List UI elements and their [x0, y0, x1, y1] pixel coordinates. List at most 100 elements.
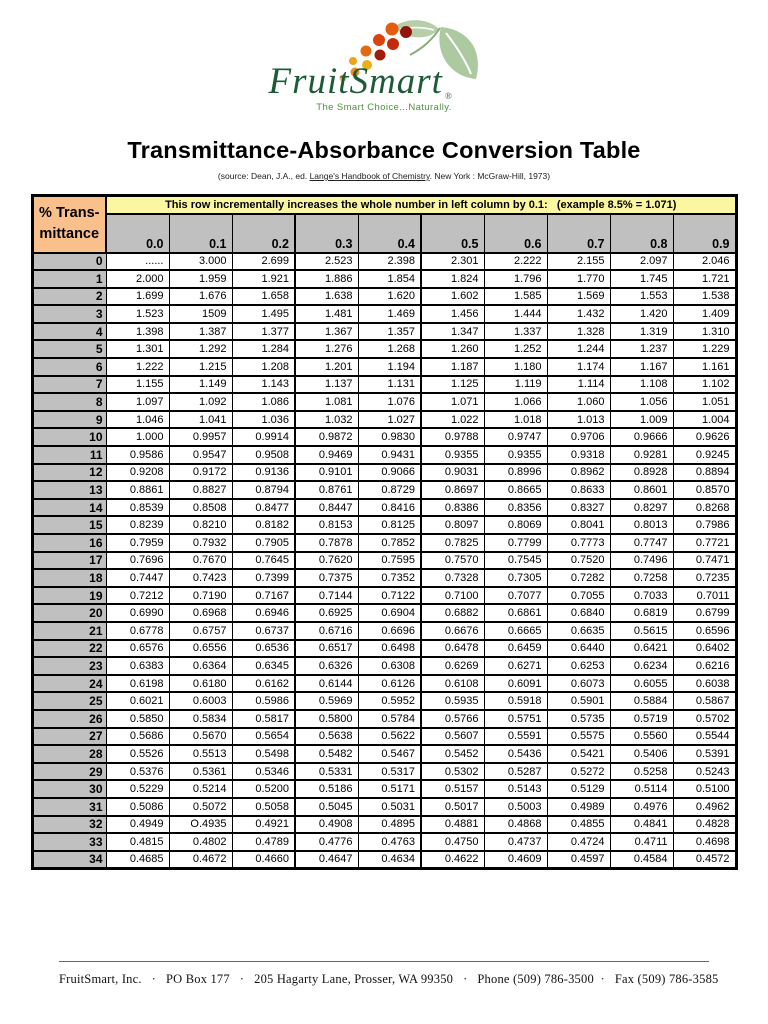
column-header: 0.8 — [609, 212, 674, 254]
absorbance-cell: 0.4763 — [357, 832, 422, 852]
absorbance-cell: 0.4711 — [609, 832, 674, 852]
absorbance-cell: 0.5986 — [231, 691, 296, 711]
absorbance-cell: 0.4622 — [420, 849, 485, 870]
absorbance-cell: 0.7471 — [672, 550, 737, 571]
absorbance-cell: 0.6635 — [546, 620, 611, 641]
absorbance-cell: 0.5918 — [483, 691, 548, 711]
row-header-transmittance: 6 — [31, 357, 107, 377]
absorbance-cell: 1.143 — [231, 374, 296, 395]
absorbance-cell: 0.7100 — [420, 585, 485, 606]
absorbance-cell: 1.119 — [483, 374, 548, 395]
absorbance-cell: 0.7721 — [672, 533, 737, 553]
absorbance-cell: 0.5560 — [609, 726, 674, 747]
absorbance-cell: 1.222 — [105, 357, 170, 377]
row-header-transmittance: 2 — [31, 286, 107, 307]
row-header-transmittance: 1 — [31, 269, 107, 289]
column-header: 0.5 — [420, 212, 485, 254]
table-row: 0...... 3.000 2.699 2.523 2.398 2.301 2.222 2.1… — [31, 251, 737, 272]
absorbance-cell: 2.222 — [483, 251, 548, 272]
absorbance-cell: 0.7077 — [483, 585, 548, 606]
absorbance-cell: 0.8539 — [105, 497, 170, 518]
absorbance-cell: 1.481 — [294, 304, 359, 324]
page-title: Transmittance-Absorbance Conversion Tabl… — [127, 137, 641, 163]
absorbance-cell: 1.051 — [672, 392, 737, 412]
absorbance-cell: 0.5436 — [483, 744, 548, 764]
absorbance-cell: 1.167 — [609, 357, 674, 377]
absorbance-cell: 0.6144 — [294, 673, 359, 694]
absorbance-cell: 1.585 — [483, 286, 548, 307]
absorbance-cell: 0.5935 — [420, 691, 485, 711]
absorbance-cell: 0.5702 — [672, 708, 737, 729]
absorbance-cell: 1.538 — [672, 286, 737, 307]
absorbance-cell: 0.7212 — [105, 585, 170, 606]
absorbance-cell: 0.8861 — [105, 480, 170, 500]
row-header-transmittance: 26 — [31, 708, 107, 729]
absorbance-cell: 0.7399 — [231, 568, 296, 588]
absorbance-cell: 0.5638 — [294, 726, 359, 747]
absorbance-cell: 1.092 — [168, 392, 233, 412]
table-row: 34 0.4685 0.4672 0.4660 0.4647 0.4634 0.4622 0.… — [31, 849, 737, 870]
absorbance-cell: 2.155 — [546, 251, 611, 272]
column-header: 0.2 — [231, 212, 296, 254]
absorbance-cell: 1.244 — [546, 339, 611, 360]
absorbance-cell: 0.8182 — [231, 515, 296, 535]
absorbance-cell: 0.6556 — [168, 638, 233, 659]
table-row: 15 0.8239 0.8210 0.8182 0.8153 0.8125 0.8097 0.… — [31, 515, 737, 535]
absorbance-cell: 0.8239 — [105, 515, 170, 535]
table-row: 13 0.8861 0.8827 0.8794 0.8761 0.8729 0.8697 0.… — [31, 480, 737, 500]
table-row: 7 1.155 1.149 1.143 1.137 1.131 1.125 1.119 1.11… — [31, 374, 737, 395]
table-row: 19 0.7212 0.7190 0.7167 0.7144 0.7122 0.7100 0.… — [31, 585, 737, 606]
table-row: 3 1.523 1509 1.495 1.481 1.469 1.456 1.444 1.432… — [31, 304, 737, 324]
table-row: 10 1.000 0.9957 0.9914 0.9872 0.9830 0.9788 0.9… — [31, 427, 737, 448]
absorbance-cell: 1.602 — [420, 286, 485, 307]
absorbance-cell: 0.6216 — [672, 656, 737, 676]
absorbance-cell: 0.5607 — [420, 726, 485, 747]
absorbance-cell: 0.8386 — [420, 497, 485, 518]
conversion-table-wrapper: % Trans- mittance This row incrementally… — [30, 194, 738, 870]
absorbance-cell: 0.8069 — [483, 515, 548, 535]
absorbance-cell: 0.5544 — [672, 726, 737, 747]
absorbance-cell: 1.377 — [231, 321, 296, 342]
absorbance-cell: 1.046 — [105, 409, 170, 430]
absorbance-cell: 0.5834 — [168, 708, 233, 729]
source-citation: (source: Dean, J.A., ed. Lange's Handboo… — [0, 171, 768, 181]
absorbance-cell: 0.6271 — [483, 656, 548, 676]
absorbance-cell: 1.076 — [357, 392, 422, 412]
absorbance-cell: 0.5058 — [231, 796, 296, 817]
absorbance-cell: 0.5766 — [420, 708, 485, 729]
absorbance-cell: 1.000 — [105, 427, 170, 448]
table-row: 11 0.9586 0.9547 0.9508 0.9469 0.9431 0.9355 0.… — [31, 445, 737, 465]
absorbance-cell: 0.7799 — [483, 533, 548, 553]
absorbance-cell: 0.5735 — [546, 708, 611, 729]
absorbance-cell: 0.7496 — [609, 550, 674, 571]
absorbance-cell: 0.8570 — [672, 480, 737, 500]
absorbance-cell: 0.8013 — [609, 515, 674, 535]
absorbance-cell: 0.6840 — [546, 603, 611, 623]
absorbance-cell: 0.5045 — [294, 796, 359, 817]
row-header-transmittance: 21 — [31, 620, 107, 641]
absorbance-cell: 0.4634 — [357, 849, 422, 870]
table-body: 0...... 3.000 2.699 2.523 2.398 2.301 2.222 2.1… — [31, 251, 737, 870]
absorbance-cell: 0.8761 — [294, 480, 359, 500]
absorbance-cell: 0.6757 — [168, 620, 233, 641]
absorbance-cell: 0.4737 — [483, 832, 548, 852]
absorbance-cell: 0.5317 — [357, 761, 422, 782]
absorbance-cell: 0.5129 — [546, 779, 611, 799]
table-row: 25 0.6021 0.6003 0.5986 0.5969 0.5952 0.5935 0.… — [31, 691, 737, 711]
absorbance-cell: 0.6716 — [294, 620, 359, 641]
absorbance-cell: 0.5884 — [609, 691, 674, 711]
row-header-transmittance: 20 — [31, 603, 107, 623]
absorbance-cell: 0.4828 — [672, 814, 737, 835]
absorbance-cell: 2.301 — [420, 251, 485, 272]
table-row: 29 0.5376 0.5361 0.5346 0.5331 0.5317 0.5302 0.… — [31, 761, 737, 782]
berries-icon — [339, 22, 412, 82]
absorbance-cell: 1.081 — [294, 392, 359, 412]
absorbance-cell: 0.6737 — [231, 620, 296, 641]
absorbance-cell: 1.108 — [609, 374, 674, 395]
absorbance-cell: 1.824 — [420, 269, 485, 289]
absorbance-cell: 1.237 — [609, 339, 674, 360]
absorbance-cell: 0.4698 — [672, 832, 737, 852]
absorbance-cell: 0.9355 — [420, 445, 485, 465]
absorbance-cell: 1.357 — [357, 321, 422, 342]
absorbance-cell: 0.8268 — [672, 497, 737, 518]
